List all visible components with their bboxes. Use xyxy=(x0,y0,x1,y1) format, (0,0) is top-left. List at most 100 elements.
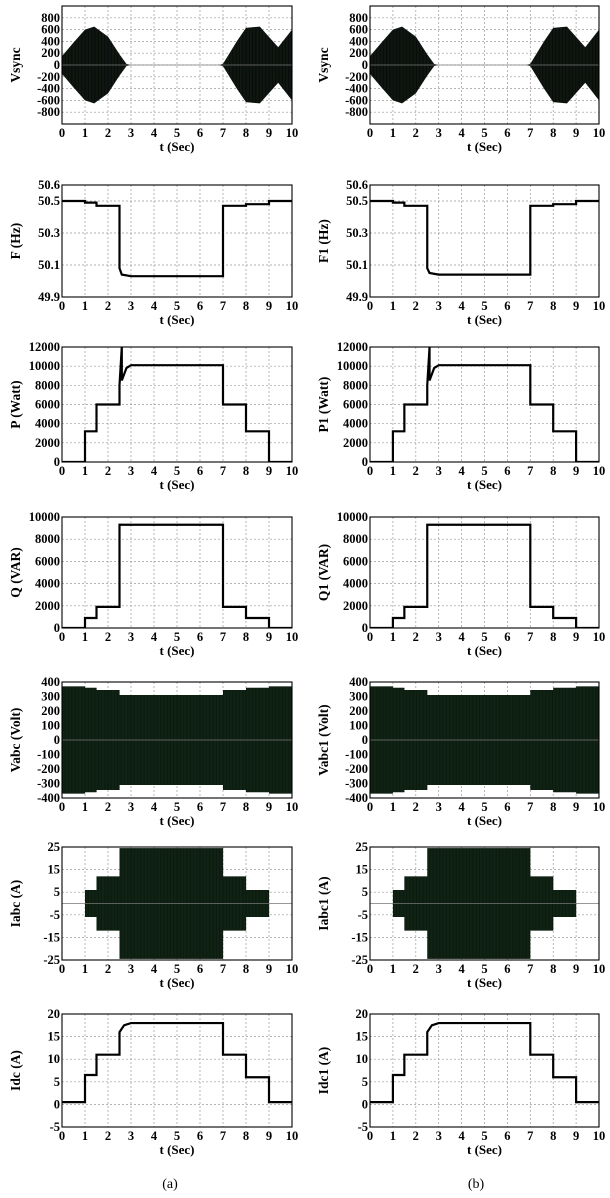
x-axis-label: t (Sec) xyxy=(467,1142,502,1157)
x-tick-label: 8 xyxy=(550,962,556,976)
x-tick-label: 5 xyxy=(481,299,487,313)
x-tick-label: 10 xyxy=(593,299,606,313)
series-line xyxy=(62,199,292,278)
y-tick-label: -200 xyxy=(37,762,60,776)
x-tick-label: 2 xyxy=(413,299,419,313)
x-tick-label: 9 xyxy=(573,464,579,478)
y-tick-label: 50.3 xyxy=(346,226,368,240)
y-axis-label: Idc1 (A) xyxy=(316,1047,331,1095)
y-tick-label: -15 xyxy=(43,930,60,944)
y-tick-label: 0 xyxy=(54,455,60,469)
y-tick-label: 6000 xyxy=(343,398,368,412)
y-tick-label: 50.5 xyxy=(38,194,60,208)
x-tick-label: 0 xyxy=(367,800,373,814)
x-tick-label: 1 xyxy=(390,299,396,313)
y-tick-label: 20 xyxy=(48,1007,61,1021)
x-tick-label: 1 xyxy=(82,464,88,478)
y-tick-label: 400 xyxy=(349,34,368,48)
y-tick-label: 100 xyxy=(349,719,368,733)
y-tick-label: 5 xyxy=(54,1075,60,1089)
y-tick-label: 600 xyxy=(349,23,368,37)
y-axis-label: Q (VAR) xyxy=(8,547,23,597)
chart-panel-a3: 0 1 2 3 4 5 6 7 8 9 10 0 2000 4000 6000 8000 10000 12000 t… xyxy=(8,340,298,492)
y-axis-label: Idc (A) xyxy=(8,1050,23,1091)
x-tick-label: 5 xyxy=(174,1129,180,1143)
y-tick-label: -400 xyxy=(345,82,368,96)
chart-panel-a6: 0 1 2 3 4 5 6 7 8 9 10 -25 -15 -5 5 15 25 t (Sec) Iabc (A) xyxy=(8,840,298,990)
y-tick-label: 0 xyxy=(362,455,368,469)
data-layer xyxy=(62,347,292,462)
x-tick-label: 0 xyxy=(367,630,373,644)
x-tick-label: 8 xyxy=(243,630,249,644)
x-tick-label: 4 xyxy=(458,962,465,976)
x-tick-label: 10 xyxy=(593,126,606,140)
y-axis-label: Iabc1 (A) xyxy=(316,876,331,930)
x-tick-label: 6 xyxy=(504,630,510,644)
x-tick-label: 0 xyxy=(59,126,65,140)
x-tick-label: 7 xyxy=(527,630,533,644)
plot-frame xyxy=(369,346,600,463)
y-tick-label: 300 xyxy=(41,690,60,704)
y-tick-label: 800 xyxy=(41,11,60,25)
series-line xyxy=(62,523,292,628)
y-tick-label: -200 xyxy=(345,70,368,84)
x-tick-label: 10 xyxy=(593,464,606,478)
x-tick-label: 4 xyxy=(151,299,158,313)
y-tick-label: 8000 xyxy=(35,532,60,546)
x-tick-label: 4 xyxy=(151,800,158,814)
data-layer xyxy=(62,523,292,628)
y-axis-label: Vabc1 (Volt) xyxy=(316,704,331,775)
x-tick-label: 0 xyxy=(367,1129,373,1143)
plot-frame xyxy=(61,346,293,463)
y-tick-label: 50.5 xyxy=(346,194,368,208)
x-tick-label: 1 xyxy=(82,800,88,814)
x-tick-label: 1 xyxy=(390,1129,396,1143)
y-tick-label: 100 xyxy=(41,719,60,733)
x-tick-label: 5 xyxy=(174,630,180,644)
x-tick-label: 2 xyxy=(105,299,111,313)
y-tick-label: 4000 xyxy=(343,417,368,431)
x-tick-label: 9 xyxy=(266,299,272,313)
y-tick-label: -5 xyxy=(358,1120,368,1134)
x-tick-label: 3 xyxy=(128,464,134,478)
x-tick-label: 6 xyxy=(504,800,510,814)
x-tick-label: 8 xyxy=(243,126,249,140)
x-tick-label: 3 xyxy=(128,1129,134,1143)
x-tick-label: 10 xyxy=(593,1129,606,1143)
y-tick-label: 0 xyxy=(362,58,368,72)
x-tick-label: 9 xyxy=(573,962,579,976)
chart-panel-a4: 0 1 2 3 4 5 6 7 8 9 10 0 2000 4000 6000 8000 10000 t (Sec… xyxy=(8,510,298,658)
y-tick-label: 6000 xyxy=(35,398,60,412)
y-tick-label: -300 xyxy=(37,777,60,791)
x-tick-label: 2 xyxy=(105,1129,111,1143)
chart-grid: 0 1 2 3 4 5 6 7 8 9 10-800-600-400-200020040060080… xyxy=(8,5,606,1157)
y-tick-label: 400 xyxy=(41,34,60,48)
data-layer xyxy=(370,347,599,462)
x-tick-label: 9 xyxy=(573,800,579,814)
chart-panel-b2: 0 1 2 3 4 5 6 7 8 9 10 49.9 50.1 50.3 50.5 50.6 t (Sec) F… xyxy=(316,178,605,327)
x-tick-label: 3 xyxy=(436,299,442,313)
data-layer xyxy=(370,199,599,276)
y-tick-label: 25 xyxy=(48,840,61,854)
y-axis-label: Vsync xyxy=(8,47,23,82)
y-tick-label: 15 xyxy=(48,1030,61,1044)
x-tick-label: 1 xyxy=(390,800,396,814)
y-tick-label: -400 xyxy=(37,791,60,805)
y-tick-label: -800 xyxy=(345,105,368,119)
y-tick-label: 400 xyxy=(41,675,60,689)
x-tick-label: 3 xyxy=(436,464,442,478)
y-tick-label: 600 xyxy=(41,23,60,37)
y-tick-label: -300 xyxy=(345,777,368,791)
x-tick-label: 10 xyxy=(286,299,299,313)
plot-frame xyxy=(369,184,600,298)
y-tick-label: 2000 xyxy=(343,599,368,613)
y-tick-label: -600 xyxy=(345,93,368,107)
y-tick-label: 8000 xyxy=(343,378,368,392)
chart-panel-a5: 0 1 2 3 4 5 6 7 8 9 10-400-300-200-100010020030040… xyxy=(8,675,298,828)
x-tick-label: 4 xyxy=(458,299,465,313)
y-tick-label: -5 xyxy=(358,908,368,922)
y-tick-label: -600 xyxy=(37,93,60,107)
plot-frame xyxy=(61,5,293,125)
x-tick-label: 8 xyxy=(550,126,556,140)
